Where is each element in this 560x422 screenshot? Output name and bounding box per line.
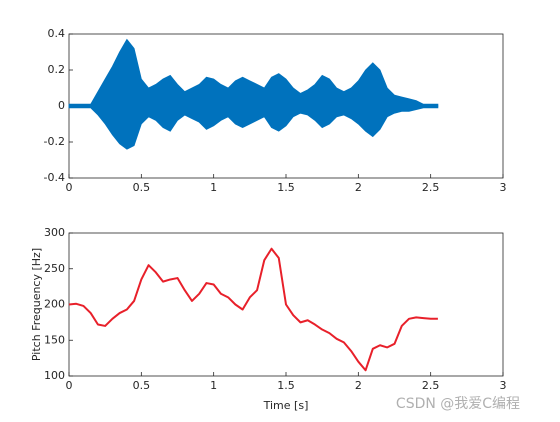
x-tick-label: 0	[66, 379, 73, 392]
x-tick-label: 0.5	[133, 181, 151, 194]
waveform	[68, 105, 439, 150]
y-axis-label: Pitch Frequency [Hz]	[30, 248, 43, 361]
x-tick-label: 1	[210, 379, 217, 392]
y-tick-label: -0.4	[44, 171, 65, 184]
y-tick-label: -0.2	[44, 135, 65, 148]
x-tick-label: 2	[355, 181, 362, 194]
x-tick-label: 1	[210, 181, 217, 194]
x-tick-label: 2.5	[422, 181, 440, 194]
y-tick-label: 250	[44, 262, 65, 275]
waveform	[68, 38, 439, 107]
watermark: CSDN @我爱C编程	[396, 396, 520, 412]
x-tick-label: 3	[500, 379, 507, 392]
pitch-line	[68, 247, 438, 372]
y-tick-label: 0.4	[48, 27, 66, 40]
x-tick-label: 2	[355, 379, 362, 392]
x-tick-label: 0	[66, 181, 73, 194]
y-tick-label: 150	[44, 333, 65, 346]
y-tick-label: 200	[44, 298, 65, 311]
x-tick-label: 2.5	[422, 379, 440, 392]
x-tick-label: 3	[500, 181, 507, 194]
y-tick-label: 0.2	[48, 63, 66, 76]
y-tick-label: 100	[44, 369, 65, 382]
y-tick-label: 0	[58, 99, 65, 112]
x-tick-label: 0.5	[133, 379, 151, 392]
x-tick-label: 1.5	[277, 181, 295, 194]
x-tick-label: 1.5	[277, 379, 295, 392]
x-axis-label: Time [s]	[263, 399, 309, 412]
y-tick-label: 300	[44, 226, 65, 239]
